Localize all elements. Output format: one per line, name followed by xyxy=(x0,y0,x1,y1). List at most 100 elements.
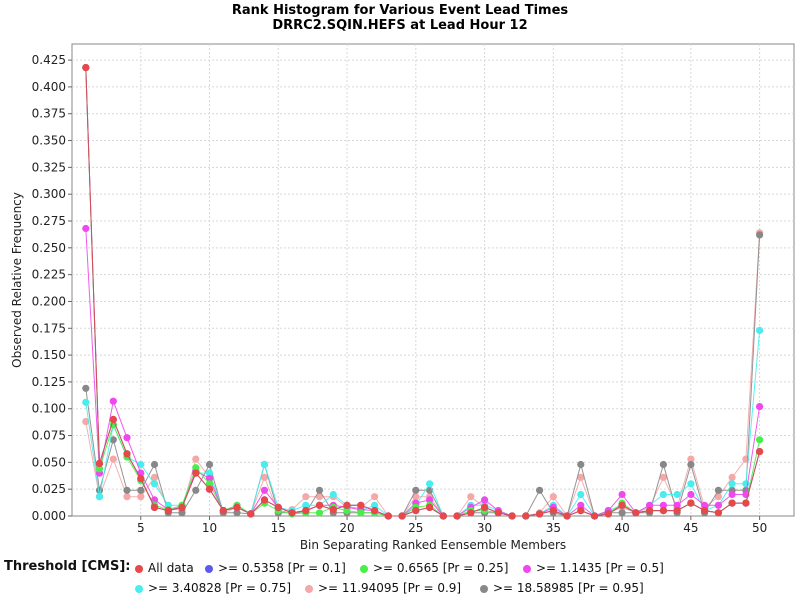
legend-item: >= 0.5358 [Pr = 0.1] xyxy=(204,559,346,577)
data-point xyxy=(659,473,668,481)
data-point xyxy=(137,493,145,501)
data-point xyxy=(659,490,668,499)
data-point xyxy=(756,436,764,444)
x-tick-label: 10 xyxy=(202,521,217,535)
data-point xyxy=(205,485,214,493)
data-point xyxy=(329,506,337,514)
data-point xyxy=(288,509,296,517)
y-tick-label: 0.275 xyxy=(32,214,66,228)
legend-swatch-icon xyxy=(135,584,143,593)
data-point xyxy=(343,507,351,515)
data-point xyxy=(164,507,172,515)
data-point xyxy=(687,455,695,463)
plot-area xyxy=(71,43,795,517)
data-point xyxy=(467,509,475,517)
gridlines xyxy=(72,44,794,516)
data-point xyxy=(109,397,117,405)
legend-swatch-icon xyxy=(523,564,531,573)
data-point xyxy=(302,507,310,515)
data-point xyxy=(687,499,695,507)
series-6 xyxy=(82,231,764,520)
data-point xyxy=(549,507,557,515)
data-point xyxy=(123,486,131,494)
data-point xyxy=(673,507,681,515)
data-point xyxy=(756,403,764,411)
data-point xyxy=(192,464,200,472)
legend-item: >= 1.1435 [Pr = 0.5] xyxy=(522,559,664,577)
data-point xyxy=(714,501,723,509)
data-point xyxy=(481,496,489,504)
data-point xyxy=(192,469,200,477)
data-point xyxy=(371,493,379,501)
data-point xyxy=(453,512,461,520)
data-point xyxy=(192,486,200,494)
data-point xyxy=(398,512,406,520)
y-tick-label: 0.200 xyxy=(32,294,66,308)
data-point xyxy=(205,469,214,477)
legend-item: >= 11.94095 [Pr = 0.9] xyxy=(304,579,461,597)
series-group xyxy=(82,64,764,520)
x-tick-label: 5 xyxy=(137,521,145,535)
data-point xyxy=(494,509,502,517)
data-point xyxy=(109,436,117,444)
y-tick-label: 0.000 xyxy=(32,509,66,523)
data-point xyxy=(412,507,420,515)
data-point xyxy=(536,486,544,494)
x-axis-label: Bin Separating Ranked Eensemble Members xyxy=(300,538,566,552)
y-axis-ticks: 0.000 0.025 0.050 0.075 0.100 0.125 0.150 0.175… xyxy=(32,53,72,523)
data-point xyxy=(178,509,186,517)
data-point xyxy=(646,507,654,515)
data-point xyxy=(577,473,585,481)
data-point xyxy=(756,326,764,334)
data-point xyxy=(659,501,668,509)
data-point xyxy=(302,501,310,509)
data-point xyxy=(618,490,626,499)
data-point xyxy=(109,455,117,463)
legend-swatch-icon xyxy=(360,564,368,573)
data-point xyxy=(714,486,723,494)
legend-swatch-icon xyxy=(480,584,488,593)
data-point xyxy=(123,434,131,442)
data-point xyxy=(371,501,379,509)
y-tick-label: 0.150 xyxy=(32,348,66,362)
data-point xyxy=(687,480,695,488)
data-point xyxy=(123,450,131,458)
data-point xyxy=(728,473,736,481)
data-point xyxy=(192,455,200,463)
data-point xyxy=(659,460,668,469)
data-point xyxy=(756,448,764,456)
y-tick-label: 0.250 xyxy=(32,241,66,255)
data-point xyxy=(82,64,90,72)
data-point xyxy=(357,501,365,509)
data-point xyxy=(728,480,736,488)
data-point xyxy=(357,509,365,517)
data-point xyxy=(95,459,104,467)
data-point xyxy=(260,460,269,469)
data-point xyxy=(205,474,214,483)
data-point xyxy=(260,496,269,504)
data-point xyxy=(82,398,90,406)
data-point xyxy=(714,509,723,517)
data-point xyxy=(343,501,351,509)
data-point xyxy=(632,509,640,517)
data-point xyxy=(315,501,324,509)
data-point xyxy=(137,486,145,494)
data-point xyxy=(687,460,695,469)
data-point xyxy=(150,480,159,488)
legend-swatch-icon xyxy=(135,564,143,573)
data-point xyxy=(467,493,475,501)
data-point xyxy=(315,493,324,501)
legend-label: >= 0.5358 [Pr = 0.1] xyxy=(218,561,346,575)
data-point xyxy=(137,460,145,469)
data-point xyxy=(302,493,310,501)
data-point xyxy=(315,509,324,517)
y-tick-label: 0.425 xyxy=(32,53,66,67)
data-point xyxy=(205,480,214,488)
x-tick-label: 40 xyxy=(614,521,629,535)
legend-swatch-icon xyxy=(305,584,313,593)
chart-title: Rank Histogram for Various Event Lead Ti… xyxy=(232,3,569,18)
legend-label: All data xyxy=(148,561,194,575)
data-point xyxy=(604,510,612,518)
data-point xyxy=(384,512,392,520)
data-point xyxy=(756,231,764,239)
